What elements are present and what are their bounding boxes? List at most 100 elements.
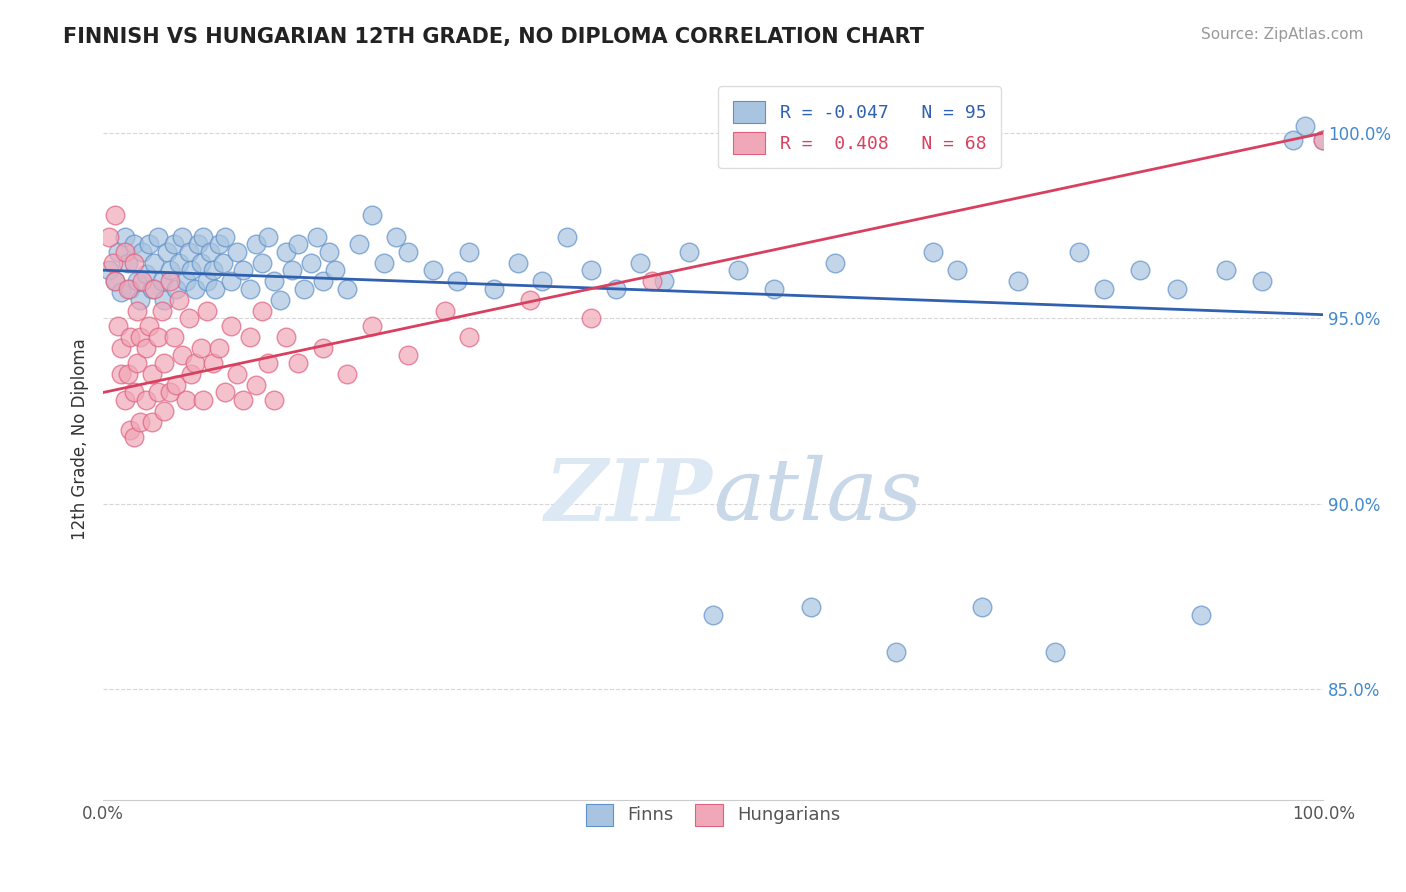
Point <box>1166 282 1188 296</box>
Point <box>98 263 121 277</box>
Point <box>146 385 169 400</box>
Point <box>336 282 359 296</box>
Point <box>174 274 197 288</box>
Point <box>1092 282 1115 296</box>
Point <box>159 274 181 288</box>
Point <box>138 318 160 333</box>
Point <box>312 274 335 288</box>
Point <box>800 600 823 615</box>
Point <box>287 356 309 370</box>
Point <box>127 356 149 370</box>
Text: atlas: atlas <box>713 455 922 538</box>
Point <box>579 263 602 277</box>
Point <box>114 229 136 244</box>
Point <box>143 256 166 270</box>
Point <box>1189 607 1212 622</box>
Point <box>214 385 236 400</box>
Point <box>208 237 231 252</box>
Point <box>318 244 340 259</box>
Point <box>1043 645 1066 659</box>
Point <box>174 392 197 407</box>
Point <box>146 330 169 344</box>
Point <box>128 415 150 429</box>
Point <box>531 274 554 288</box>
Point <box>970 600 993 615</box>
Point <box>458 330 481 344</box>
Point <box>336 367 359 381</box>
Point <box>167 293 190 307</box>
Point <box>921 244 943 259</box>
Point <box>110 367 132 381</box>
Point <box>153 293 176 307</box>
Point <box>211 256 233 270</box>
Point <box>128 330 150 344</box>
Point <box>117 367 139 381</box>
Point <box>190 256 212 270</box>
Point <box>245 378 267 392</box>
Point <box>360 208 382 222</box>
Point <box>276 330 298 344</box>
Point <box>946 263 969 277</box>
Point <box>167 256 190 270</box>
Point <box>727 263 749 277</box>
Point <box>1312 133 1334 147</box>
Point <box>214 229 236 244</box>
Point <box>628 256 651 270</box>
Point <box>122 237 145 252</box>
Point <box>579 311 602 326</box>
Point <box>433 304 456 318</box>
Point <box>190 341 212 355</box>
Point <box>263 274 285 288</box>
Point <box>122 385 145 400</box>
Point <box>127 304 149 318</box>
Point <box>305 229 328 244</box>
Point <box>107 318 129 333</box>
Point <box>104 208 127 222</box>
Point <box>458 244 481 259</box>
Point <box>183 282 205 296</box>
Point <box>824 256 846 270</box>
Text: ZIP: ZIP <box>546 455 713 539</box>
Point <box>122 256 145 270</box>
Point <box>187 237 209 252</box>
Point <box>232 263 254 277</box>
Point <box>555 229 578 244</box>
Point <box>104 274 127 288</box>
Text: FINNISH VS HUNGARIAN 12TH GRADE, NO DIPLOMA CORRELATION CHART: FINNISH VS HUNGARIAN 12TH GRADE, NO DIPL… <box>63 27 924 46</box>
Point <box>276 244 298 259</box>
Point <box>172 229 194 244</box>
Point <box>122 430 145 444</box>
Point <box>159 263 181 277</box>
Point <box>360 318 382 333</box>
Point <box>163 330 186 344</box>
Point <box>195 304 218 318</box>
Point <box>204 282 226 296</box>
Legend: Finns, Hungarians: Finns, Hungarians <box>576 795 849 835</box>
Point <box>250 256 273 270</box>
Point <box>101 256 124 270</box>
Point <box>153 356 176 370</box>
Point <box>141 415 163 429</box>
Point <box>183 356 205 370</box>
Point <box>506 256 529 270</box>
Point <box>131 274 153 288</box>
Point <box>172 348 194 362</box>
Y-axis label: 12th Grade, No Diploma: 12th Grade, No Diploma <box>72 338 89 540</box>
Point <box>180 367 202 381</box>
Point <box>219 274 242 288</box>
Point <box>763 282 786 296</box>
Point <box>349 237 371 252</box>
Point <box>153 404 176 418</box>
Point <box>678 244 700 259</box>
Point <box>281 263 304 277</box>
Point <box>422 263 444 277</box>
Point <box>163 237 186 252</box>
Point <box>131 244 153 259</box>
Point <box>200 244 222 259</box>
Point <box>245 237 267 252</box>
Point <box>128 293 150 307</box>
Point <box>141 282 163 296</box>
Point <box>114 244 136 259</box>
Point <box>193 392 215 407</box>
Point <box>117 282 139 296</box>
